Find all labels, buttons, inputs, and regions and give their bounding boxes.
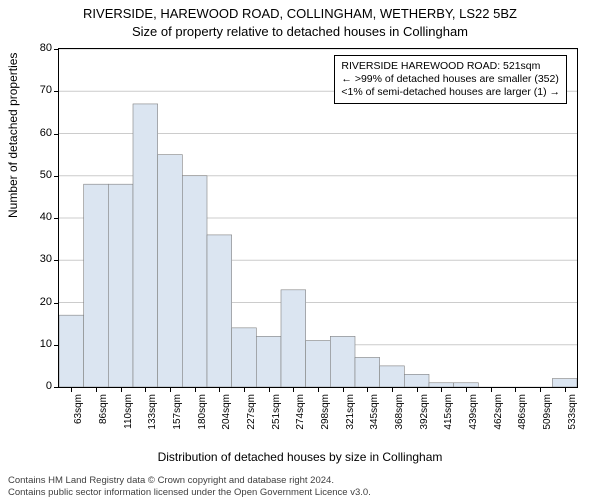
x-tick-label: 180sqm	[197, 394, 208, 430]
x-tick-label: 439sqm	[468, 394, 479, 430]
x-tick-label: 251sqm	[271, 394, 282, 430]
x-tick-mark	[392, 387, 393, 392]
x-tick-mark	[466, 387, 467, 392]
histogram-bar	[59, 315, 84, 387]
y-tick-mark	[54, 176, 59, 177]
chart-root: { "header": { "title_line1": "RIVERSIDE,…	[0, 0, 600, 500]
y-tick-mark	[54, 303, 59, 304]
x-tick-label: 274sqm	[295, 394, 306, 430]
y-tick-mark	[54, 260, 59, 261]
x-tick-label: 86sqm	[98, 394, 109, 424]
y-tick-label: 20	[24, 296, 52, 308]
page-title-line2: Size of property relative to detached ho…	[0, 24, 600, 40]
annotation-box: RIVERSIDE HAREWOOD ROAD: 521sqm ← >99% o…	[334, 55, 567, 104]
x-tick-label: 298sqm	[320, 394, 331, 430]
y-tick-label: 10	[24, 338, 52, 350]
y-axis-label: Number of detached properties	[6, 53, 20, 218]
histogram-bar	[108, 184, 133, 387]
histogram-bar	[355, 357, 380, 387]
histogram-bar	[182, 176, 207, 387]
x-tick-mark	[540, 387, 541, 392]
histogram-bar	[330, 336, 355, 387]
x-tick-mark	[343, 387, 344, 392]
x-tick-label: 63sqm	[73, 394, 84, 424]
x-tick-mark	[293, 387, 294, 392]
x-tick-label: 509sqm	[542, 394, 553, 430]
x-tick-mark	[145, 387, 146, 392]
histogram-bar	[281, 290, 306, 387]
x-tick-mark	[441, 387, 442, 392]
histogram-bar	[404, 374, 429, 387]
footer-line2: Contains public sector information licen…	[8, 487, 371, 498]
x-tick-mark	[565, 387, 566, 392]
x-tick-label: 157sqm	[172, 394, 183, 430]
histogram-bar	[133, 104, 158, 387]
y-tick-label: 50	[24, 169, 52, 181]
annotation-line2: ← >99% of detached houses are smaller (3…	[341, 73, 560, 86]
histogram-bar	[256, 336, 281, 387]
histogram-bar	[380, 366, 405, 387]
x-tick-label: 204sqm	[221, 394, 232, 430]
x-tick-mark	[269, 387, 270, 392]
x-tick-label: 415sqm	[443, 394, 454, 430]
histogram-bar	[84, 184, 109, 387]
histogram-bar	[552, 379, 577, 387]
y-tick-label: 30	[24, 253, 52, 265]
x-tick-mark	[195, 387, 196, 392]
histogram-bar	[232, 328, 257, 387]
x-tick-mark	[170, 387, 171, 392]
y-tick-label: 70	[24, 84, 52, 96]
x-tick-label: 368sqm	[394, 394, 405, 430]
x-tick-label: 321sqm	[345, 394, 356, 430]
plot-area: RIVERSIDE HAREWOOD ROAD: 521sqm ← >99% o…	[58, 48, 578, 388]
x-tick-mark	[219, 387, 220, 392]
annotation-line1: RIVERSIDE HAREWOOD ROAD: 521sqm	[341, 60, 560, 73]
histogram-bar	[306, 341, 331, 387]
y-tick-mark	[54, 345, 59, 346]
histogram-bar	[158, 155, 183, 387]
y-tick-label: 80	[24, 42, 52, 54]
plot-wrap: RIVERSIDE HAREWOOD ROAD: 521sqm ← >99% o…	[58, 48, 578, 418]
y-tick-label: 0	[24, 380, 52, 392]
x-tick-mark	[96, 387, 97, 392]
annotation-line3: <1% of semi-detached houses are larger (…	[341, 86, 560, 99]
x-tick-label: 133sqm	[147, 394, 158, 430]
y-tick-mark	[54, 134, 59, 135]
x-tick-label: 392sqm	[419, 394, 430, 430]
page-title-line1: RIVERSIDE, HAREWOOD ROAD, COLLINGHAM, WE…	[0, 0, 600, 22]
y-tick-mark	[54, 218, 59, 219]
x-axis-label: Distribution of detached houses by size …	[0, 450, 600, 464]
y-tick-mark	[54, 49, 59, 50]
x-tick-mark	[491, 387, 492, 392]
footer-line1: Contains HM Land Registry data © Crown c…	[8, 475, 371, 486]
x-tick-label: 533sqm	[567, 394, 578, 430]
x-tick-mark	[71, 387, 72, 392]
x-tick-label: 462sqm	[493, 394, 504, 430]
histogram-bar	[207, 235, 232, 387]
y-tick-mark	[54, 387, 59, 388]
x-tick-label: 486sqm	[517, 394, 528, 430]
x-tick-mark	[121, 387, 122, 392]
x-tick-label: 227sqm	[246, 394, 257, 430]
x-tick-mark	[515, 387, 516, 392]
y-tick-mark	[54, 91, 59, 92]
y-tick-label: 40	[24, 211, 52, 223]
footer-attribution: Contains HM Land Registry data © Crown c…	[8, 475, 371, 498]
y-tick-label: 60	[24, 127, 52, 139]
x-tick-mark	[367, 387, 368, 392]
x-tick-mark	[244, 387, 245, 392]
x-tick-mark	[318, 387, 319, 392]
x-tick-label: 345sqm	[369, 394, 380, 430]
x-tick-mark	[417, 387, 418, 392]
x-tick-label: 110sqm	[123, 394, 134, 429]
